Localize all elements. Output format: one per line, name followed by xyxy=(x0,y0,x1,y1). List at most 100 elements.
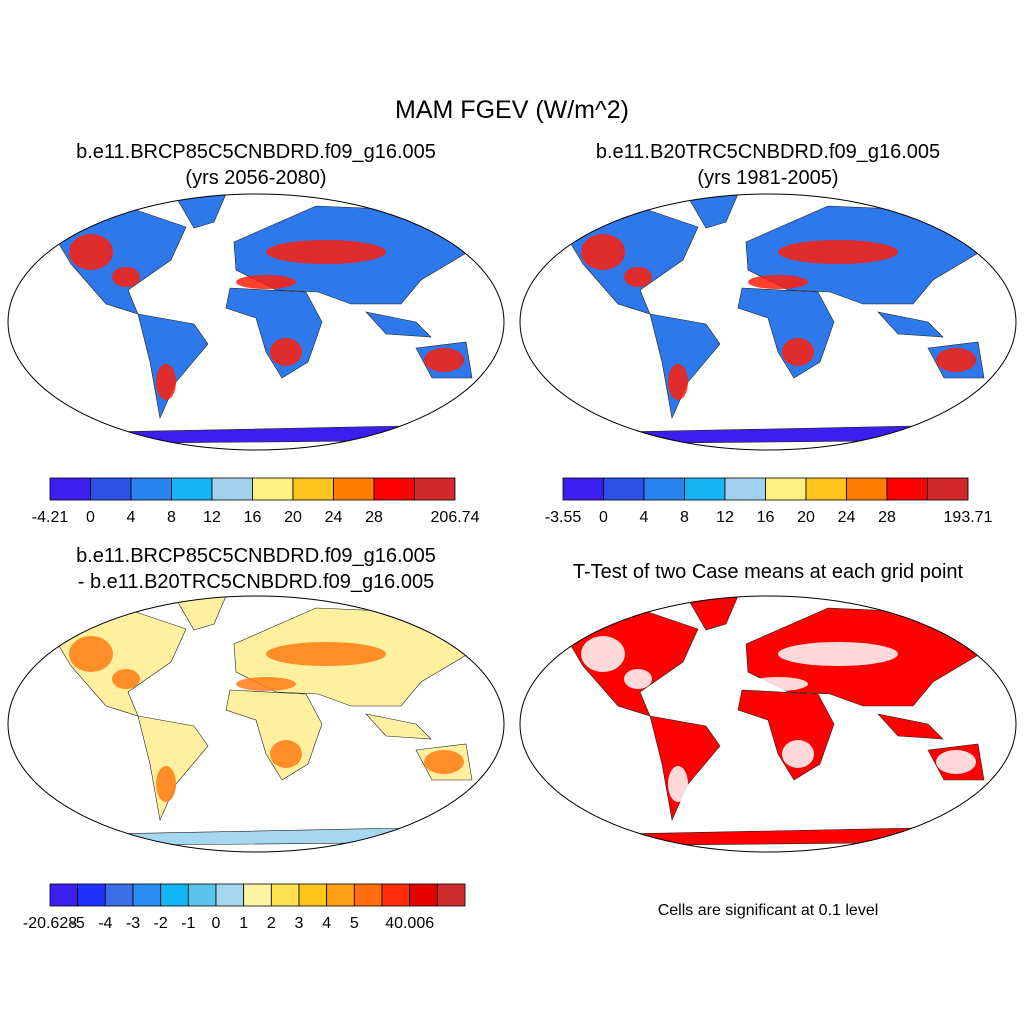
map-field xyxy=(236,677,296,691)
panel-title: b.e11.B20TRC5CNBDRD.f09_g16.005 xyxy=(596,141,940,163)
map-field xyxy=(156,364,176,400)
land xyxy=(45,596,473,821)
land xyxy=(557,596,985,821)
colorbar-box xyxy=(252,477,294,501)
antarctica xyxy=(50,425,462,445)
map-field xyxy=(748,677,808,691)
colorbar-label: 8 xyxy=(167,509,176,526)
map-field xyxy=(270,740,302,768)
map-field xyxy=(424,750,464,774)
colorbar-box xyxy=(805,477,847,501)
figure-title: MAM FGEV (W/m^2) xyxy=(395,96,629,124)
colorbar-box xyxy=(160,883,189,907)
antarctica xyxy=(562,425,974,445)
colorbar-label: 20 xyxy=(284,509,302,526)
colorbar-label: -5 xyxy=(71,915,85,932)
antarctica xyxy=(50,827,462,847)
panel-title: T-Test of two Case means at each grid po… xyxy=(573,561,964,583)
map-border xyxy=(519,595,1017,853)
colorbar-box xyxy=(132,883,162,907)
colorbar-label: 4 xyxy=(640,509,649,526)
colorbar-label: 5 xyxy=(350,915,359,932)
colorbar-box xyxy=(215,883,245,907)
colorbar-label: 8 xyxy=(680,509,689,526)
colorbar-label: 24 xyxy=(838,509,856,526)
map-field xyxy=(156,766,176,802)
map-field xyxy=(112,267,140,287)
map-field xyxy=(936,348,976,372)
map-field xyxy=(69,234,113,270)
map-field xyxy=(581,234,625,270)
map-content xyxy=(557,194,985,445)
map-field xyxy=(69,636,113,672)
panel-title: (yrs 1981-2005) xyxy=(697,167,838,189)
colorbar-label: 28 xyxy=(365,509,383,526)
map-content xyxy=(557,596,985,847)
map-field xyxy=(782,740,814,768)
colorbar-label: 12 xyxy=(203,509,221,526)
colorbar-label: 28 xyxy=(878,509,896,526)
colorbar-label: -2 xyxy=(154,915,168,932)
panel-title: - b.e11.B20TRC5CNBDRD.f09_g16.005 xyxy=(78,571,434,593)
map xyxy=(519,595,1017,853)
colorbar-box xyxy=(886,477,928,501)
colorbar-label: -3 xyxy=(126,915,140,932)
panel-note: Cells are significant at 0.1 level xyxy=(658,902,879,919)
colorbar-label: -1 xyxy=(181,915,195,932)
colorbar-box xyxy=(436,883,466,907)
land xyxy=(45,194,473,419)
map-field xyxy=(424,348,464,372)
map xyxy=(7,595,505,853)
colorbar-label: 0 xyxy=(599,509,608,526)
colorbar-label: 24 xyxy=(325,509,343,526)
colorbar-box xyxy=(270,883,300,907)
map-field xyxy=(668,766,688,802)
colorbar-label: 4 xyxy=(127,509,136,526)
colorbar-box xyxy=(846,477,888,501)
colorbar-box xyxy=(211,477,253,501)
panel-title: b.e11.BRCP85C5CNBDRD.f09_g16.005 xyxy=(76,545,436,567)
colorbar-label: 20 xyxy=(797,509,815,526)
colorbar-box xyxy=(373,477,415,501)
map-content xyxy=(45,596,473,847)
map-field xyxy=(778,240,898,264)
colorbar-label: 1 xyxy=(239,915,248,932)
colorbar-box xyxy=(104,883,134,907)
colorbar-box xyxy=(603,477,645,501)
colorbar-label: 40.006 xyxy=(385,915,434,932)
colorbar-label: 16 xyxy=(757,509,775,526)
colorbar-box xyxy=(414,477,456,501)
map xyxy=(519,193,1017,451)
colorbar-box xyxy=(643,477,685,501)
colorbar-box xyxy=(49,477,91,501)
colorbar-label: 12 xyxy=(716,509,734,526)
map-field xyxy=(270,338,302,366)
map-field xyxy=(112,669,140,689)
colorbar-label: -4.21 xyxy=(32,509,69,526)
panel-title: b.e11.BRCP85C5CNBDRD.f09_g16.005 xyxy=(76,141,436,163)
colorbar-box xyxy=(562,477,604,501)
map-field xyxy=(936,750,976,774)
colorbar-box xyxy=(77,883,106,907)
colorbar-box xyxy=(684,477,726,501)
colorbar-box xyxy=(326,883,355,907)
colorbar-box xyxy=(298,883,328,907)
colorbar-box xyxy=(243,883,272,907)
colorbar-label: 193.71 xyxy=(944,509,993,526)
map-field xyxy=(581,636,625,672)
map-border xyxy=(519,193,1017,451)
map-field xyxy=(266,240,386,264)
colorbar-box xyxy=(765,477,807,501)
map-field xyxy=(266,642,386,666)
map-content xyxy=(45,194,473,445)
map-field xyxy=(748,275,808,289)
colorbar-label: 0 xyxy=(86,509,95,526)
antarctica xyxy=(562,827,974,847)
map-field xyxy=(782,338,814,366)
colorbar-label: 16 xyxy=(244,509,262,526)
colorbar-label: 3 xyxy=(295,915,304,932)
colorbar-box xyxy=(333,477,375,501)
colorbar-box xyxy=(130,477,172,501)
map-border xyxy=(7,193,505,451)
